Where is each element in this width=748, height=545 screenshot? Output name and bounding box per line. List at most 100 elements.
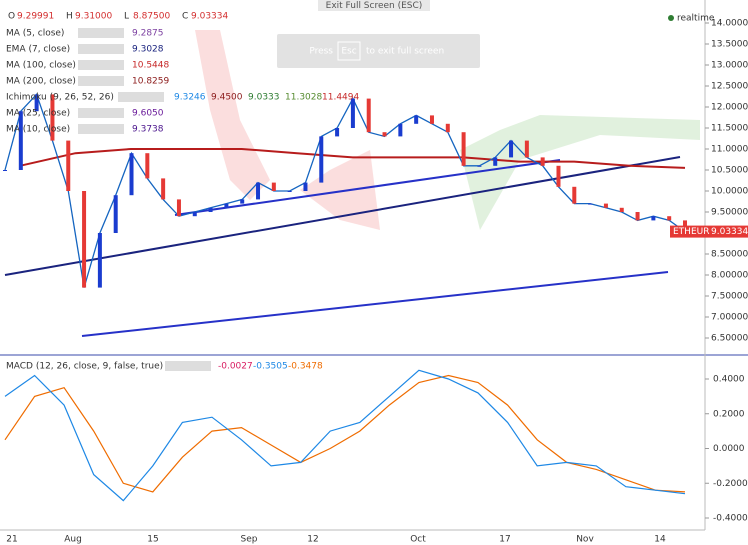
candle <box>303 182 308 191</box>
macd-tick-label: -0.2000 <box>713 479 748 489</box>
cloud <box>460 115 700 230</box>
date-label: 14 <box>654 535 666 545</box>
candle <box>524 140 529 158</box>
indicator-value: 10.5448 <box>132 61 169 71</box>
candle <box>445 123 450 133</box>
candle <box>208 207 213 212</box>
date-label: 15 <box>147 535 158 545</box>
price-tick-label: 14.00000 <box>711 19 748 29</box>
candle <box>319 136 324 183</box>
cloud <box>195 30 270 200</box>
price-tick-label: 12.50000 <box>711 82 748 92</box>
candle <box>240 199 245 204</box>
candle <box>588 203 593 205</box>
candle <box>619 207 624 212</box>
trend-line <box>174 159 561 216</box>
fullscreen-banner[interactable] <box>318 0 430 11</box>
price-tick-label: 13.00000 <box>711 61 748 71</box>
indicator-controls <box>78 60 124 70</box>
price-tick-label: 13.50000 <box>711 40 748 50</box>
ohlc-label: O <box>8 12 15 22</box>
candle <box>113 195 118 233</box>
candle <box>667 216 672 221</box>
candle <box>509 140 514 158</box>
ma200-line <box>19 148 686 169</box>
candle <box>540 157 545 166</box>
indicator-controls <box>118 92 164 102</box>
candle <box>50 94 55 141</box>
cloud <box>300 150 380 230</box>
indicator-value: 9.3028 <box>132 45 164 55</box>
candle <box>287 191 292 192</box>
ohlc-value: 9.03334 <box>191 12 228 22</box>
overlay-text: to exit full screen <box>366 47 444 57</box>
price-tick-label: 11.00000 <box>711 145 748 155</box>
trend-line <box>4 156 681 276</box>
candle <box>335 128 340 137</box>
candle <box>635 212 640 221</box>
macd-line <box>4 369 686 502</box>
date-label: Nov <box>576 535 594 545</box>
candle <box>477 165 482 167</box>
price-tick-label: 12.00000 <box>711 103 748 113</box>
indicator-value: 11.3028 <box>285 93 322 103</box>
banner-text: Exit Full Screen (ESC) <box>326 1 423 11</box>
candle <box>398 123 403 137</box>
candle <box>3 170 7 171</box>
realtime-dot <box>668 15 674 21</box>
macd-title: MACD (12, 26, close, 9, false, true) <box>6 362 163 372</box>
overlay-text: Press <box>309 47 333 57</box>
indicator-name: Ichimoku (9, 26, 52, 26) <box>6 93 114 103</box>
indicator-controls <box>165 361 211 371</box>
candle <box>82 191 87 288</box>
indicator-controls <box>78 44 124 54</box>
candle <box>350 98 355 128</box>
ohlc-label: H <box>66 12 73 22</box>
ohlc-value: 9.31000 <box>75 12 112 22</box>
date-label: Oct <box>410 535 426 545</box>
macd-tick-label: 0.0000 <box>713 444 745 454</box>
price-line <box>4 93 686 288</box>
symbol-name: ETHEUR <box>673 227 709 237</box>
indicator-value: 11.4494 <box>322 93 359 103</box>
indicator-name: EMA (7, close) <box>6 45 70 55</box>
candle <box>66 140 71 191</box>
candle <box>651 216 656 221</box>
indicator-value: 9.0333 <box>248 93 280 103</box>
indicator-value: 9.6050 <box>132 109 164 119</box>
candle <box>97 233 102 288</box>
indicator-name: MA (25, close) <box>6 109 70 119</box>
macd-tick-label: -0.4000 <box>713 514 748 524</box>
candle <box>129 153 134 196</box>
price-tick-label: 10.50000 <box>711 166 748 176</box>
candle <box>256 182 261 200</box>
indicator-value: 9.3246 <box>174 93 206 103</box>
candle <box>18 111 23 170</box>
key-box <box>337 41 361 61</box>
macd-value: -0.3505 <box>253 362 288 372</box>
candle <box>34 94 39 112</box>
indicator-name: MA (10, close) <box>6 125 70 135</box>
price-tick-label: 10.00000 <box>711 187 748 197</box>
candle <box>556 165 561 187</box>
indicator-controls <box>78 124 124 134</box>
candle <box>572 186 577 204</box>
price-tick-label: 7.00000 <box>711 313 748 323</box>
candle <box>192 212 197 217</box>
ohlc-value: 8.87500 <box>133 12 170 22</box>
candle <box>271 182 276 191</box>
candle <box>382 132 387 137</box>
price-tick-label: 7.50000 <box>711 292 748 302</box>
indicator-name: MA (200, close) <box>6 77 76 87</box>
price-tick-label: 6.50000 <box>711 334 748 344</box>
candle <box>603 203 608 208</box>
candle <box>366 98 371 133</box>
ohlc-label: C <box>182 12 188 22</box>
symbol-price: 9.03334 <box>711 227 748 237</box>
candle <box>461 132 466 166</box>
ohlc-value: 9.29991 <box>17 12 54 22</box>
date-label: 17 <box>499 535 510 545</box>
price-tick-label: 8.00000 <box>711 271 748 281</box>
